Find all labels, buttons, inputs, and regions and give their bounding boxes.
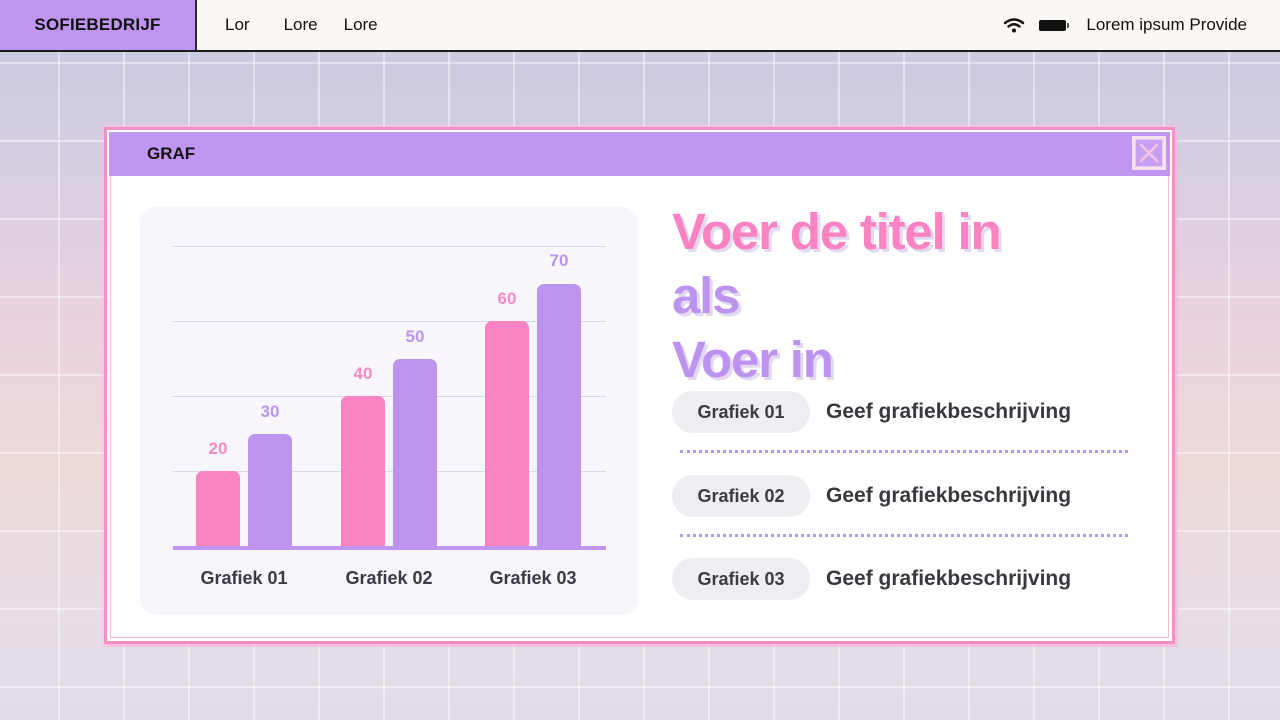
battery-icon[interactable]: [1039, 19, 1070, 31]
x-axis: [173, 546, 606, 550]
row-description: Geef grafiekbeschrijving: [826, 484, 1072, 507]
menu: Lor Lore Lore: [225, 15, 408, 35]
tag-pill[interactable]: Grafiek 02: [672, 475, 810, 517]
bar-grafiek-02-series-1[interactable]: [341, 396, 385, 547]
dotted-divider: [680, 450, 1128, 453]
tag-pill[interactable]: Grafiek 01: [672, 391, 810, 433]
menu-item-2[interactable]: Lore: [283, 15, 318, 34]
close-button[interactable]: [1132, 136, 1166, 170]
row-description: Geef grafiekbeschrijving: [826, 400, 1072, 423]
list-item: Grafiek 01 Geef grafiekbeschrijving: [672, 390, 1132, 434]
x-axis-label: Grafiek 03: [489, 568, 577, 588]
gridline: [173, 321, 606, 322]
bar-value-label: 40: [353, 364, 373, 383]
list-item: Grafiek 02 Geef grafiekbeschrijving: [672, 474, 1132, 518]
headline: Voer de titel in als Voer in: [672, 200, 1002, 392]
wifi-icon[interactable]: [1003, 17, 1025, 33]
status-text[interactable]: Lorem ipsum Provide: [1086, 15, 1247, 34]
brand-logo[interactable]: SOFIEBEDRIJF: [0, 0, 197, 50]
tag-pill[interactable]: Grafiek 03: [672, 558, 810, 600]
window-title: GRAF: [147, 144, 196, 163]
gridline: [173, 396, 606, 397]
bar-value-label: 50: [405, 327, 425, 346]
bar-value-label: 70: [549, 251, 569, 270]
x-axis-label: Grafiek 02: [345, 568, 433, 588]
row-description: Geef grafiekbeschrijving: [826, 567, 1072, 590]
menu-item-1[interactable]: Lor: [225, 15, 250, 34]
gridline: [173, 471, 606, 472]
top-menu-bar: SOFIEBEDRIJF Lor Lore Lore Lorem ipsum P…: [0, 0, 1280, 52]
dotted-divider: [680, 534, 1128, 537]
bar-value-label: 20: [208, 439, 228, 458]
headline-line-2: als: [672, 267, 741, 324]
bar-value-label: 60: [497, 289, 517, 308]
bar-grafiek-01-series-1[interactable]: [196, 471, 240, 547]
status-area: Lorem ipsum Provide: [1003, 15, 1247, 35]
headline-line-1: Voer de titel in: [672, 203, 1002, 260]
gridline: [173, 246, 606, 247]
bar-grafiek-03-series-2[interactable]: [537, 284, 581, 547]
graph-window: GRAF 20 30 40 50 60 70 Grafiek 01 Grafie…: [104, 127, 1175, 644]
bar-grafiek-02-series-2[interactable]: [393, 359, 437, 547]
x-axis-label: Grafiek 01: [200, 568, 288, 588]
window-titlebar[interactable]: GRAF: [109, 132, 1170, 176]
bar-grafiek-01-series-2[interactable]: [248, 434, 292, 547]
close-icon: [1139, 143, 1159, 163]
menu-item-3[interactable]: Lore: [343, 15, 378, 34]
list-item: Grafiek 03 Geef grafiekbeschrijving: [672, 557, 1132, 601]
bar-chart: 20 30 40 50 60 70 Grafiek 01 Grafiek 02 …: [140, 207, 638, 615]
headline-line-3: Voer in: [672, 331, 834, 388]
bar-grafiek-03-series-1[interactable]: [485, 321, 529, 547]
bar-value-label: 30: [260, 402, 280, 421]
